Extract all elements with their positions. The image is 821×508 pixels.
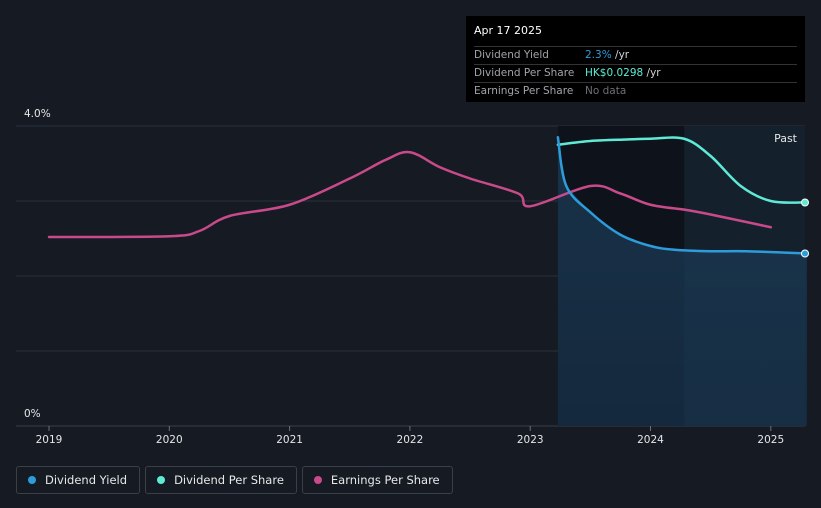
x-tick-label: 2024 — [637, 434, 664, 446]
tooltip-value: No data — [585, 85, 627, 97]
dividend-per-share-end-marker — [801, 198, 809, 207]
series-lines — [47, 136, 809, 258]
x-tick-label: 2021 — [276, 434, 303, 446]
tooltip-unit: /yr — [611, 49, 630, 61]
legend-dot-icon — [313, 476, 322, 484]
x-tick-label: 2020 — [156, 434, 183, 446]
tooltip-date: Apr 17 2025 — [474, 24, 797, 47]
tooltip-unit: /yr — [643, 67, 661, 79]
dividend-yield-end-marker — [801, 249, 809, 258]
tooltip-value: 2.3% — [585, 49, 612, 61]
legend-dot-icon — [28, 476, 36, 484]
tooltip-panel: Apr 17 2025 Dividend Yield 2.3% /yr Divi… — [466, 16, 805, 102]
legend: Dividend Yield Dividend Per Share Earnin… — [16, 466, 453, 494]
x-tick-label: 2019 — [36, 434, 63, 446]
x-tick-label: 2025 — [757, 434, 784, 446]
dividend-per-share-line — [556, 136, 809, 204]
legend-label: Dividend Per Share — [174, 473, 284, 487]
earnings-per-share-line — [47, 150, 773, 239]
tooltip-label: Dividend Per Share — [474, 67, 575, 79]
x-tick-label: 2023 — [517, 434, 544, 446]
tooltip-value: HK$0.0298 — [585, 67, 644, 79]
legend-item-dividend-per-share[interactable]: Dividend Per Share — [145, 466, 297, 494]
x-axis-ticks: 2019 2020 2021 2022 2023 2024 2025 — [36, 426, 784, 446]
dividend-chart: 2019 2020 2021 2022 2023 2024 2025 Past — [16, 125, 809, 446]
tooltip-label: Dividend Yield — [474, 49, 549, 61]
legend-item-earnings-per-share[interactable]: Earnings Per Share — [301, 466, 453, 494]
y-axis-bottom-label: 0% — [24, 408, 41, 420]
y-axis-top-label: 4.0% — [24, 108, 51, 120]
past-shading — [557, 126, 807, 426]
legend-dot-icon — [157, 476, 166, 484]
past-label: Past — [774, 132, 798, 145]
x-tick-label: 2022 — [397, 434, 424, 446]
legend-item-dividend-yield[interactable]: Dividend Yield — [16, 466, 141, 494]
tooltip-label: Earnings Per Share — [474, 85, 574, 97]
dividend-yield-area — [557, 137, 807, 426]
legend-label: Dividend Yield — [45, 473, 128, 487]
legend-label: Earnings Per Share — [330, 473, 440, 487]
tooltip-row-dividend-per-share: Dividend Per Share HK$0.0298 /yr — [474, 65, 797, 83]
dividend-yield-line — [556, 136, 809, 255]
tooltip-row-dividend-yield: Dividend Yield 2.3% /yr — [474, 47, 797, 65]
tooltip-row-earnings-per-share: Earnings Per Share No data — [474, 83, 797, 100]
